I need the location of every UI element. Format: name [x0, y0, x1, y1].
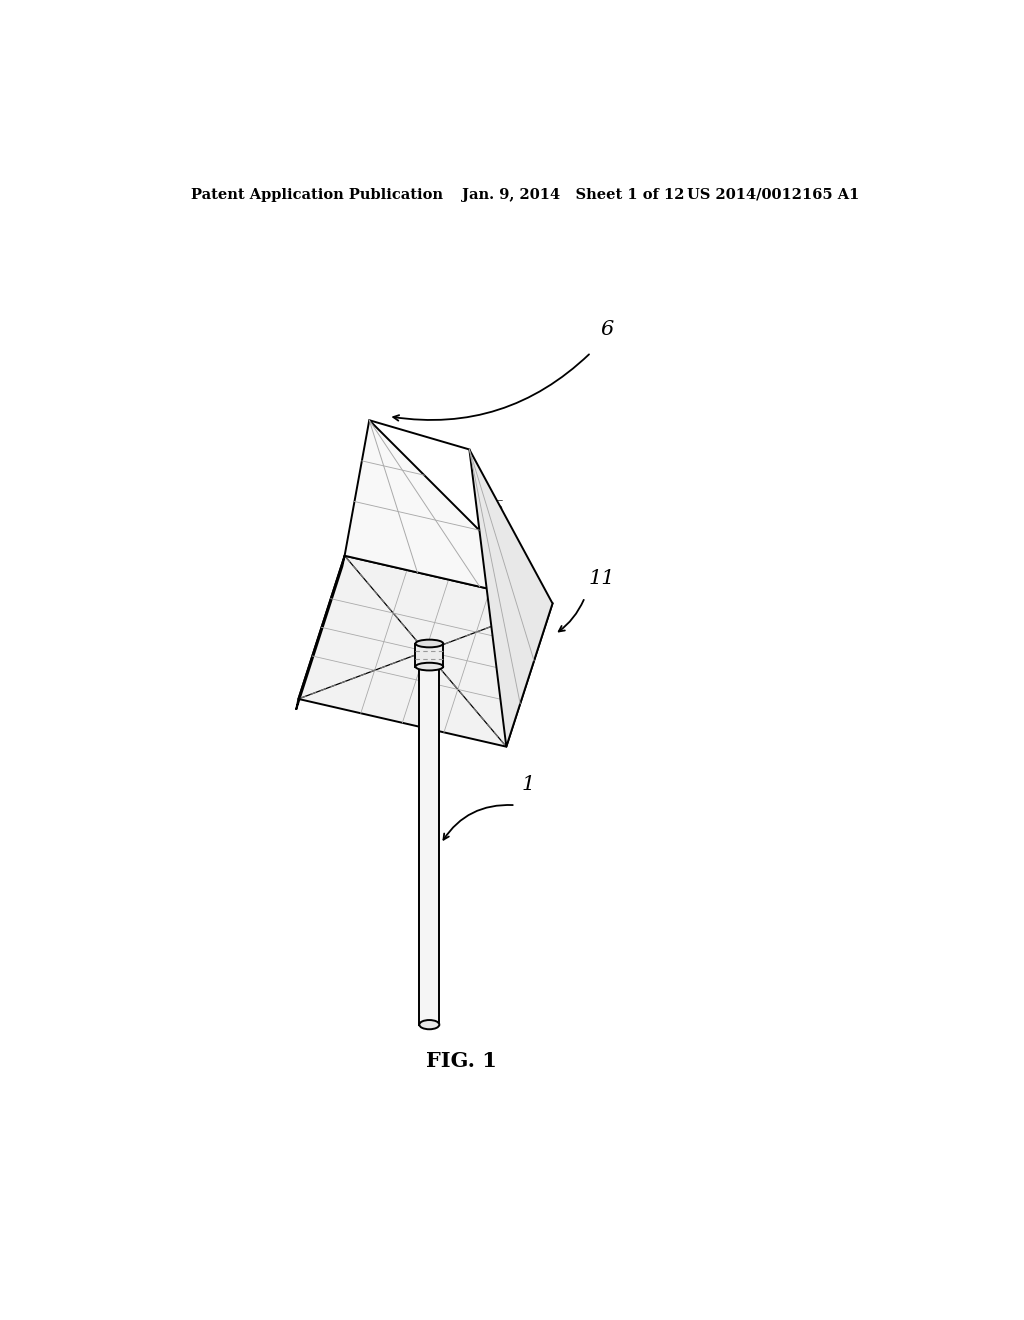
- Text: 11: 11: [589, 569, 615, 589]
- Ellipse shape: [419, 1020, 439, 1030]
- Text: US 2014/0012165 A1: US 2014/0012165 A1: [687, 187, 859, 202]
- Ellipse shape: [416, 663, 443, 671]
- Text: 25: 25: [481, 500, 504, 517]
- Polygon shape: [296, 556, 345, 710]
- Text: FIG. 1: FIG. 1: [426, 1051, 497, 1071]
- Text: 1: 1: [521, 775, 535, 795]
- Polygon shape: [419, 667, 439, 1024]
- Polygon shape: [416, 644, 443, 667]
- Text: Patent Application Publication: Patent Application Publication: [190, 187, 442, 202]
- Text: 6: 6: [600, 321, 613, 339]
- Text: Jan. 9, 2014   Sheet 1 of 12: Jan. 9, 2014 Sheet 1 of 12: [462, 187, 684, 202]
- Polygon shape: [345, 420, 553, 603]
- Ellipse shape: [416, 640, 443, 647]
- Polygon shape: [298, 556, 553, 747]
- Polygon shape: [469, 449, 553, 747]
